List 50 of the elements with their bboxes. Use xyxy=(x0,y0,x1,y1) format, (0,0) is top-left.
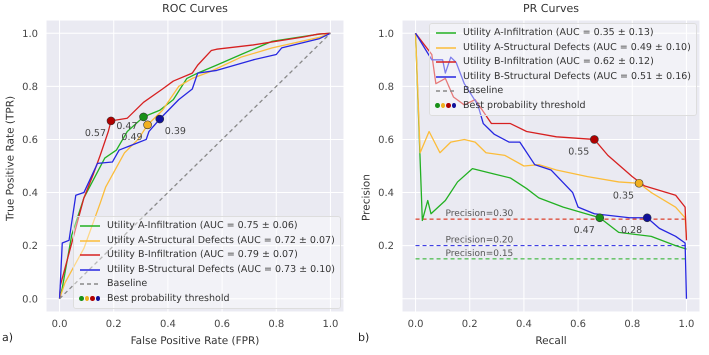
x-tick-label: 1.0 xyxy=(322,319,338,330)
annotation: 0.55 xyxy=(568,146,590,158)
x-tick-label: 0.2 xyxy=(106,319,122,330)
ref-line-label: Precision=0.30 xyxy=(446,209,514,220)
y-tick-label: 0.6 xyxy=(22,135,38,146)
annotation: 0.39 xyxy=(164,126,186,138)
y-tick-label: 0.4 xyxy=(22,188,38,200)
x-tick-label: 0.8 xyxy=(268,319,284,330)
x-axis-title: Recall xyxy=(535,335,567,347)
x-tick-label: 1.0 xyxy=(678,319,694,330)
x-tick-label: 0.6 xyxy=(214,319,230,330)
x-tick-label: 0.0 xyxy=(52,319,68,330)
y-axis-title: Precision xyxy=(360,174,373,221)
text: b) xyxy=(358,331,370,344)
x-axis-title: False Positive Rate (FPR) xyxy=(130,335,260,347)
ref-line-label: Precision=0.15 xyxy=(446,248,514,259)
chart-title: ROC Curves xyxy=(161,2,229,15)
annotation: 0.28 xyxy=(621,224,642,236)
x-tick-label: 0.0 xyxy=(408,319,424,330)
legend-label: Utility B-Structural Defects (AUC = 0.51 ± 0.16) xyxy=(462,70,691,84)
legend-label: Utility B-Infiltration (AUC = 0.79 ± 0.07) xyxy=(106,248,298,262)
legend-label: Utility A-Structural Defects (AUC = 0.49 ± 0.10) xyxy=(462,40,691,54)
y-tick-label: 0.0 xyxy=(22,294,38,306)
y-tick-label: 0.6 xyxy=(378,135,394,146)
chart-title: PR Curves xyxy=(522,2,580,15)
y-tick-label: 0.8 xyxy=(378,82,394,93)
text: a) xyxy=(2,331,14,344)
legend-label: Utility B-Infiltration (AUC = 0.62 ± 0.12) xyxy=(462,55,654,69)
legend-label: Utility A-Structural Defects (AUC = 0.72 ± 0.07) xyxy=(106,234,335,248)
legend-label: Utility A-Infiltration (AUC = 0.35 ± 0.13) xyxy=(462,26,654,40)
annotation: 0.47 xyxy=(574,224,595,236)
x-tick-label: 0.6 xyxy=(570,319,586,330)
y-tick-label: 0.4 xyxy=(378,188,394,200)
y-axis-title: True Positive Rate (TPR) xyxy=(4,96,17,222)
y-tick-label: 0.2 xyxy=(378,241,394,252)
legend-label: Utility B-Structural Defects (AUC = 0.73 ± 0.10) xyxy=(106,262,335,276)
annotation: 0.57 xyxy=(84,128,106,139)
legend-label: Best probability threshold xyxy=(106,292,230,306)
y-tick-label: 1.0 xyxy=(378,28,394,40)
y-tick-label: 0.2 xyxy=(22,241,38,252)
legend-label: Utility A-Infiltration (AUC = 0.75 ± 0.06) xyxy=(106,219,298,233)
ref-line-label: Precision=0.20 xyxy=(446,236,514,246)
y-tick-label: 1.0 xyxy=(22,28,38,40)
x-tick-label: 0.8 xyxy=(624,319,640,330)
legend-label: Baseline xyxy=(106,277,148,291)
x-tick-label: 0.2 xyxy=(462,319,478,330)
x-tick-label: 0.4 xyxy=(160,319,176,330)
y-tick-label: 0.8 xyxy=(22,82,38,93)
x-tick-label: 0.4 xyxy=(516,319,532,330)
annotation: 0.35 xyxy=(612,190,634,202)
